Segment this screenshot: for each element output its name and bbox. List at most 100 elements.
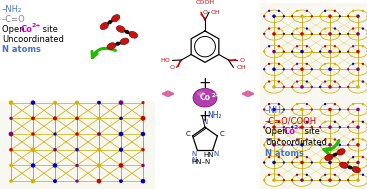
Circle shape: [362, 80, 364, 83]
Circle shape: [272, 67, 276, 71]
Circle shape: [334, 138, 336, 141]
Circle shape: [272, 32, 276, 36]
Circle shape: [119, 163, 123, 168]
Circle shape: [272, 14, 276, 18]
Text: site: site: [302, 127, 320, 136]
Text: Uncoordinated: Uncoordinated: [265, 138, 327, 147]
Circle shape: [324, 45, 326, 47]
Text: C: C: [220, 132, 225, 137]
Circle shape: [263, 50, 265, 53]
Circle shape: [53, 132, 57, 136]
Circle shape: [75, 101, 79, 105]
Text: –NH₂: –NH₂: [2, 5, 22, 14]
Circle shape: [300, 178, 304, 182]
Circle shape: [328, 125, 332, 129]
Circle shape: [328, 32, 332, 36]
Circle shape: [268, 174, 270, 176]
Bar: [260, 3, 367, 96]
Text: N: N: [191, 157, 196, 163]
Circle shape: [278, 27, 280, 30]
Circle shape: [141, 101, 145, 104]
Ellipse shape: [347, 165, 353, 169]
Circle shape: [119, 132, 123, 136]
Circle shape: [328, 50, 332, 53]
Circle shape: [272, 143, 276, 147]
Circle shape: [334, 80, 336, 83]
Circle shape: [328, 85, 332, 89]
Circle shape: [53, 148, 57, 152]
Circle shape: [319, 33, 321, 35]
Circle shape: [347, 108, 349, 111]
Ellipse shape: [333, 153, 338, 157]
Ellipse shape: [352, 167, 360, 173]
Circle shape: [334, 121, 336, 123]
Circle shape: [319, 15, 321, 17]
Ellipse shape: [339, 162, 348, 168]
Circle shape: [296, 80, 298, 83]
Circle shape: [319, 126, 321, 128]
Circle shape: [296, 156, 298, 158]
Circle shape: [75, 180, 79, 183]
Circle shape: [339, 126, 341, 128]
Text: N: N: [213, 151, 218, 157]
Text: site: site: [40, 25, 58, 34]
Circle shape: [296, 63, 298, 65]
Circle shape: [310, 15, 313, 17]
Circle shape: [356, 50, 360, 53]
Circle shape: [334, 27, 336, 30]
Circle shape: [119, 179, 123, 183]
Circle shape: [53, 179, 57, 183]
Text: +: +: [199, 109, 211, 124]
Circle shape: [141, 132, 145, 136]
Circle shape: [352, 174, 354, 176]
Circle shape: [310, 161, 313, 164]
Bar: [0, 101, 155, 189]
Circle shape: [347, 50, 349, 53]
Text: Open: Open: [2, 25, 27, 34]
Circle shape: [339, 50, 341, 53]
Circle shape: [362, 10, 364, 12]
Circle shape: [339, 86, 341, 88]
Circle shape: [310, 68, 313, 70]
Circle shape: [263, 179, 265, 181]
Circle shape: [328, 108, 332, 111]
Circle shape: [272, 85, 276, 89]
Text: 2+: 2+: [294, 125, 304, 130]
Text: Co: Co: [21, 25, 33, 34]
Circle shape: [310, 108, 313, 111]
Circle shape: [352, 138, 354, 141]
Circle shape: [291, 161, 293, 164]
Circle shape: [306, 121, 308, 123]
Circle shape: [347, 144, 349, 146]
Circle shape: [356, 67, 360, 71]
Circle shape: [319, 161, 321, 164]
Text: OH: OH: [236, 65, 246, 70]
Text: C: C: [185, 132, 190, 137]
Circle shape: [31, 163, 35, 168]
Circle shape: [300, 32, 304, 36]
Circle shape: [347, 33, 349, 35]
Circle shape: [306, 156, 308, 158]
Circle shape: [9, 117, 12, 120]
Circle shape: [300, 108, 304, 111]
Circle shape: [268, 45, 270, 47]
Circle shape: [347, 161, 349, 164]
Circle shape: [278, 121, 280, 123]
Circle shape: [339, 161, 341, 164]
Circle shape: [278, 138, 280, 141]
Circle shape: [97, 179, 101, 184]
Text: HO: HO: [160, 58, 170, 63]
Circle shape: [362, 45, 364, 47]
Circle shape: [272, 50, 276, 53]
Circle shape: [356, 125, 360, 129]
Circle shape: [291, 33, 293, 35]
Circle shape: [263, 126, 265, 128]
Circle shape: [324, 156, 326, 158]
Circle shape: [283, 144, 285, 146]
Circle shape: [97, 117, 101, 120]
Text: +: +: [199, 77, 211, 91]
Circle shape: [97, 101, 101, 105]
Circle shape: [334, 174, 336, 176]
Circle shape: [324, 138, 326, 141]
Text: Uncoordinated: Uncoordinated: [2, 35, 64, 44]
